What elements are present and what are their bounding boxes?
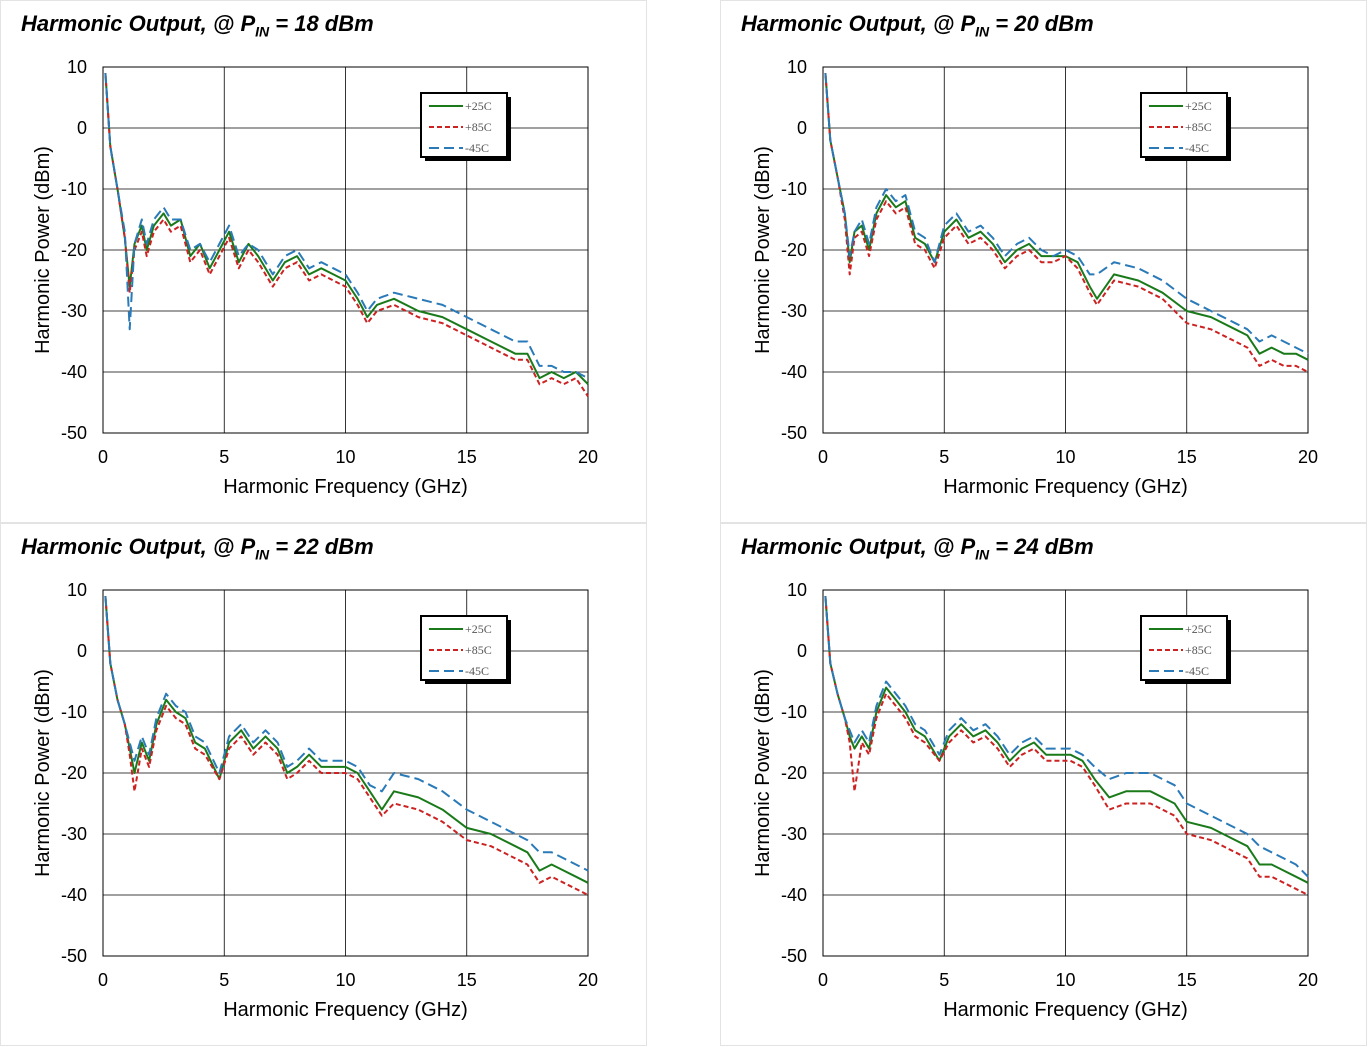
x-tick-label: 10 <box>1055 447 1075 467</box>
legend-box <box>1140 92 1228 158</box>
y-tick-label: 10 <box>787 580 807 600</box>
y-axis-label: Harmonic Power (dBm) <box>752 669 774 877</box>
x-axis-label: Harmonic Frequency (GHz) <box>223 476 468 498</box>
y-axis-label: Harmonic Power (dBm) <box>752 146 774 354</box>
x-tick-label: 15 <box>1177 970 1197 990</box>
x-tick-label: 5 <box>219 970 229 990</box>
y-tick-label: -10 <box>781 702 807 722</box>
y-tick-label: -10 <box>61 179 87 199</box>
y-tick-label: -20 <box>781 763 807 783</box>
x-tick-label: 20 <box>1298 970 1318 990</box>
x-tick-label: 0 <box>818 970 828 990</box>
y-tick-label: -50 <box>61 423 87 443</box>
y-tick-label: -40 <box>61 362 87 382</box>
x-tick-label: 0 <box>98 970 108 990</box>
chart-svg-1: 0 5 10 15 20 10 0 -10 -20 -30 -40 -50 Harmonic Frequ… <box>752 57 1318 498</box>
y-tick-label: -30 <box>781 301 807 321</box>
chart-panel-3: Harmonic Output, @ PIN = 24 dBm 0 5 10 15 20… <box>720 523 1367 1046</box>
series-line--45C <box>104 596 589 872</box>
legend-box <box>420 615 508 681</box>
y-tick-label: 0 <box>77 641 87 661</box>
y-tick-label: 10 <box>787 57 807 77</box>
x-tick-label: 20 <box>1298 447 1318 467</box>
x-tick-label: 5 <box>219 447 229 467</box>
y-axis-label: Harmonic Power (dBm) <box>32 146 54 354</box>
chart-svg-0: 0 5 10 15 20 10 0 -10 -20 -30 -40 -50 Harmonic Frequ… <box>32 57 598 498</box>
chart-title: Harmonic Output, @ PIN = 20 dBm <box>741 11 1094 40</box>
x-tick-label: 0 <box>818 447 828 467</box>
chart-panel-1: Harmonic Output, @ PIN = 20 dBm 0 5 10 15 20… <box>720 0 1367 523</box>
legend-label: +85C <box>1185 120 1212 134</box>
x-tick-label: 15 <box>457 447 477 467</box>
legend-label: +85C <box>465 120 492 134</box>
y-tick-label: 0 <box>797 118 807 138</box>
x-axis-label: Harmonic Frequency (GHz) <box>943 999 1188 1021</box>
x-axis-label: Harmonic Frequency (GHz) <box>943 476 1188 498</box>
x-tick-label: 10 <box>335 447 355 467</box>
series-line--45C <box>824 596 1309 878</box>
chart-title: Harmonic Output, @ PIN = 22 dBm <box>21 534 374 563</box>
legend-box <box>420 92 508 158</box>
x-tick-label: 20 <box>578 447 598 467</box>
legend-label: +25C <box>1185 99 1212 113</box>
y-tick-label: -30 <box>781 824 807 844</box>
chart-title: Harmonic Output, @ PIN = 18 dBm <box>21 11 374 40</box>
x-tick-label: 5 <box>939 970 949 990</box>
x-tick-label: 10 <box>335 970 355 990</box>
legend-label: +85C <box>465 643 492 657</box>
series-line-+25C <box>824 73 1309 361</box>
x-tick-label: 0 <box>98 447 108 467</box>
series-line--45C <box>104 73 589 379</box>
series-line-+25C <box>104 596 589 884</box>
series-line-+85C <box>104 596 589 896</box>
chart-panel-0: Harmonic Output, @ PIN = 18 dBm 0 5 10 15 20… <box>0 0 647 523</box>
y-tick-label: 0 <box>77 118 87 138</box>
x-tick-label: 10 <box>1055 970 1075 990</box>
y-tick-label: -10 <box>61 702 87 722</box>
x-axis-label: Harmonic Frequency (GHz) <box>223 999 468 1021</box>
legend-label: -45C <box>1185 664 1209 678</box>
y-tick-label: 0 <box>797 641 807 661</box>
y-tick-label: -20 <box>61 240 87 260</box>
y-tick-label: -10 <box>781 179 807 199</box>
x-tick-label: 15 <box>457 970 477 990</box>
y-tick-label: 10 <box>67 57 87 77</box>
legend-label: -45C <box>1185 141 1209 155</box>
y-tick-label: -40 <box>61 885 87 905</box>
chart-svg-3: 0 5 10 15 20 10 0 -10 -20 -30 -40 -50 Harmonic Frequ… <box>752 580 1318 1021</box>
x-tick-label: 5 <box>939 447 949 467</box>
chart-svg-2: 0 5 10 15 20 10 0 -10 -20 -30 -40 -50 Harmonic Frequ… <box>32 580 598 1021</box>
legend-box <box>1140 615 1228 681</box>
legend-label: -45C <box>465 664 489 678</box>
y-tick-label: -50 <box>61 946 87 966</box>
legend-label: -45C <box>465 141 489 155</box>
series-line--45C <box>824 73 1309 355</box>
x-tick-label: 15 <box>1177 447 1197 467</box>
legend-label: +25C <box>465 99 492 113</box>
chart-panel-2: Harmonic Output, @ PIN = 22 dBm 0 5 10 15 20… <box>0 523 647 1046</box>
legend-label: +25C <box>1185 622 1212 636</box>
legend-label: +85C <box>1185 643 1212 657</box>
series-line-+85C <box>824 73 1309 373</box>
chart-title: Harmonic Output, @ PIN = 24 dBm <box>741 534 1094 563</box>
legend-label: +25C <box>465 622 492 636</box>
y-tick-label: -40 <box>781 362 807 382</box>
y-tick-label: -50 <box>781 946 807 966</box>
x-tick-label: 20 <box>578 970 598 990</box>
y-tick-label: -50 <box>781 423 807 443</box>
series-line-+25C <box>104 73 589 385</box>
y-axis-label: Harmonic Power (dBm) <box>32 669 54 877</box>
y-tick-label: -30 <box>61 301 87 321</box>
y-tick-label: -40 <box>781 885 807 905</box>
y-tick-label: -20 <box>61 763 87 783</box>
y-tick-label: 10 <box>67 580 87 600</box>
y-tick-label: -30 <box>61 824 87 844</box>
series-line-+85C <box>104 73 589 397</box>
y-tick-label: -20 <box>781 240 807 260</box>
series-line-+25C <box>824 596 1309 884</box>
series-line-+85C <box>824 596 1309 896</box>
